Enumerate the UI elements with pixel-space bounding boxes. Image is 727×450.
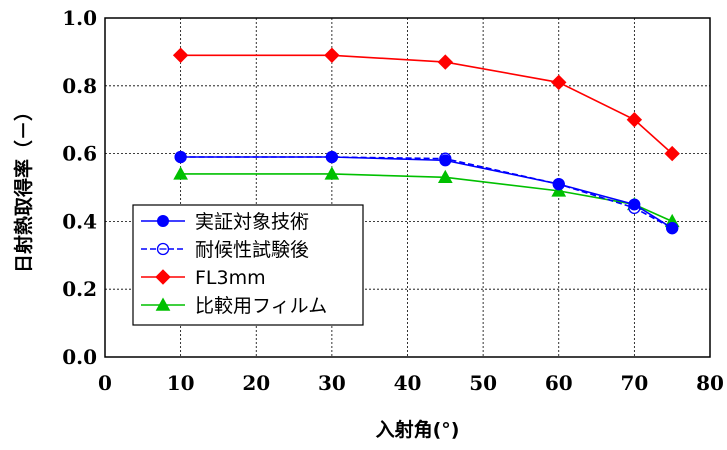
y-axis-label: 日射熱取得率（－） bbox=[12, 102, 35, 273]
x-tick-label: 80 bbox=[696, 371, 724, 395]
data-point bbox=[324, 47, 340, 63]
data-point bbox=[324, 166, 340, 180]
series-4 bbox=[173, 166, 680, 228]
y-tick-label: 0.4 bbox=[62, 209, 97, 233]
legend-item: 耐候性試験後 bbox=[141, 239, 309, 261]
data-point bbox=[437, 54, 454, 70]
legend-marker bbox=[157, 215, 169, 227]
legend-marker bbox=[156, 242, 170, 256]
x-tick-label: 40 bbox=[394, 371, 422, 395]
legend-marker bbox=[155, 269, 171, 285]
x-tick-label: 50 bbox=[469, 371, 497, 395]
series-1 bbox=[174, 150, 679, 235]
legend-item: 実証対象技術 bbox=[141, 211, 309, 233]
data-point bbox=[552, 178, 565, 191]
data-point bbox=[174, 150, 187, 163]
data-point bbox=[551, 74, 567, 91]
legend-marker bbox=[155, 297, 171, 311]
x-tick-label: 20 bbox=[242, 371, 270, 395]
legend-item: FL3mm bbox=[141, 267, 266, 289]
legend-label: 比較用フィルム bbox=[195, 295, 327, 317]
x-tick-label: 30 bbox=[318, 371, 346, 395]
x-tick-label: 60 bbox=[545, 371, 573, 395]
axis-ticks: 0 10 20 30 40 50 60 70 80 0.0 0.2 0.4 0.6 0.8 1.0 bbox=[62, 6, 724, 395]
series-layer bbox=[172, 47, 680, 235]
legend-label: FL3mm bbox=[195, 267, 266, 289]
data-point bbox=[666, 222, 679, 235]
series-line bbox=[180, 54, 673, 155]
data-point bbox=[628, 198, 641, 211]
y-tick-label: 1.0 bbox=[62, 6, 97, 30]
x-tick-label: 0 bbox=[98, 371, 112, 395]
legend-item: 比較用フィルム bbox=[141, 295, 327, 317]
data-point bbox=[626, 111, 643, 128]
plot-area bbox=[104, 17, 711, 358]
data-point bbox=[173, 166, 188, 180]
data-point bbox=[664, 145, 680, 162]
series-3 bbox=[172, 47, 680, 162]
y-tick-label: 0.6 bbox=[62, 142, 97, 166]
x-tick-label: 10 bbox=[167, 371, 195, 395]
legend-label: 実証対象技術 bbox=[195, 211, 309, 233]
y-tick-label: 0.8 bbox=[62, 74, 97, 98]
legend-label: 耐候性試験後 bbox=[195, 239, 309, 261]
y-tick-label: 0.2 bbox=[62, 277, 97, 301]
data-point bbox=[437, 169, 453, 184]
data-point bbox=[439, 154, 452, 167]
x-axis-label: 入射角(°) bbox=[376, 418, 460, 441]
series-line bbox=[180, 156, 673, 229]
data-point bbox=[172, 47, 189, 63]
y-tick-label: 0.0 bbox=[62, 345, 97, 369]
data-point bbox=[325, 150, 338, 163]
series-line bbox=[180, 173, 673, 223]
x-tick-label: 70 bbox=[620, 371, 648, 395]
